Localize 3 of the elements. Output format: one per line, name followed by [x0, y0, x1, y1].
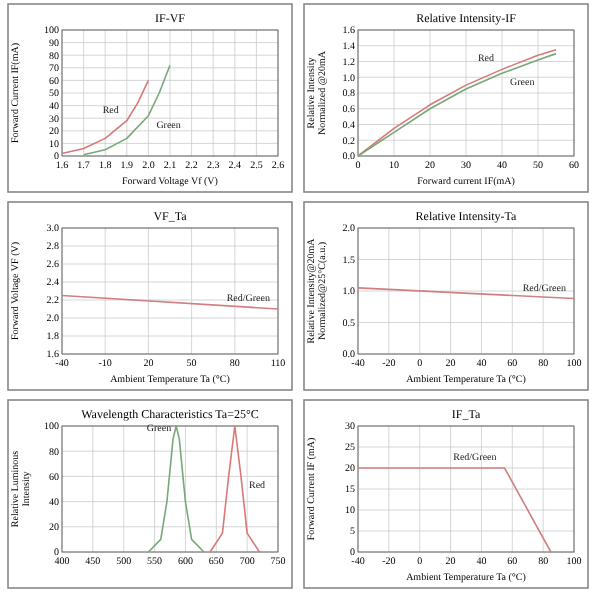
- line-series: [209, 425, 261, 553]
- line-series: [61, 79, 150, 155]
- line-series: [147, 425, 205, 553]
